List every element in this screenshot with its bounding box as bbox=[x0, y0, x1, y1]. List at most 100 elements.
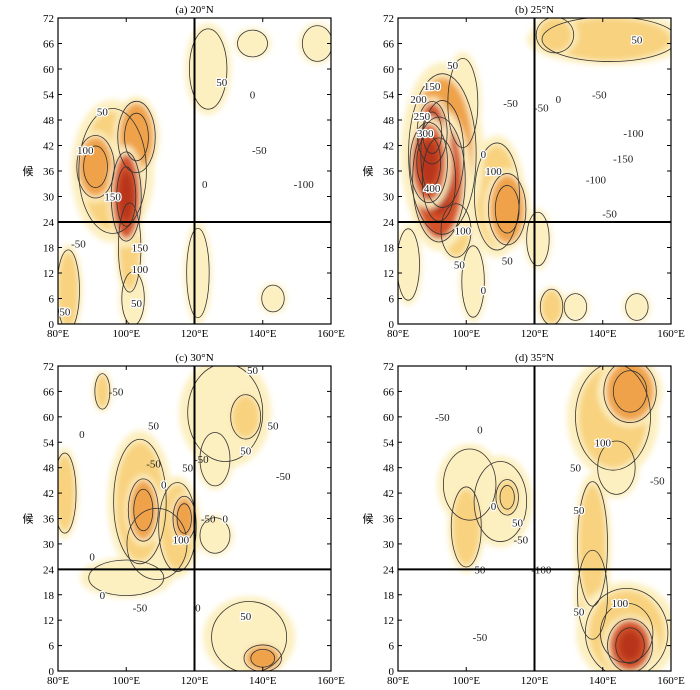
contour-label: 150 bbox=[424, 81, 441, 93]
contour-line bbox=[243, 644, 282, 671]
y-tick-label: 0 bbox=[49, 319, 55, 331]
contour-line bbox=[398, 228, 420, 301]
contour-line bbox=[261, 284, 285, 313]
y-tick-label: 42 bbox=[383, 488, 394, 500]
contour-line bbox=[442, 448, 497, 521]
contour-line bbox=[577, 481, 608, 607]
contour-label: -50 bbox=[650, 475, 665, 487]
contour-label: 50 bbox=[247, 365, 259, 377]
y-tick-label: 18 bbox=[383, 590, 395, 602]
y-tick-label: 12 bbox=[43, 615, 54, 627]
contour-line bbox=[416, 101, 448, 165]
anomaly-core bbox=[262, 285, 284, 312]
y-tick-label: 24 bbox=[43, 217, 55, 229]
x-tick-label: 80°E bbox=[387, 675, 409, 687]
contour-label: 0 bbox=[477, 425, 483, 437]
contour-line bbox=[176, 503, 192, 534]
y-tick-label: 60 bbox=[43, 412, 55, 424]
contour-line bbox=[158, 482, 197, 572]
x-tick-label: 100°E bbox=[452, 328, 480, 340]
contour-label: 50 bbox=[502, 255, 514, 267]
anomaly-core bbox=[548, 18, 671, 61]
y-tick-label: 66 bbox=[43, 386, 55, 398]
contour-line bbox=[615, 627, 645, 664]
y-tick-label: 30 bbox=[383, 539, 395, 551]
contour-label: 100 bbox=[485, 166, 502, 178]
anomaly-core bbox=[58, 251, 79, 324]
contour-label: 0 bbox=[79, 429, 85, 441]
anomaly-core bbox=[452, 488, 480, 566]
anomaly-core bbox=[95, 374, 110, 409]
y-tick-label: 6 bbox=[389, 641, 395, 653]
anomaly-core bbox=[398, 230, 419, 299]
contour-line bbox=[541, 18, 671, 62]
y-tick-label: 0 bbox=[389, 666, 395, 678]
y-tick-label: 36 bbox=[383, 514, 395, 526]
contour-label: 50 bbox=[216, 77, 228, 89]
anomaly-core bbox=[303, 26, 331, 61]
x-tick-label: 140°E bbox=[249, 675, 277, 687]
contour-label: 50 bbox=[447, 60, 459, 72]
contour-label: 100 bbox=[455, 226, 472, 238]
contour-label: 100 bbox=[132, 264, 149, 276]
anomaly-core bbox=[232, 395, 260, 439]
contour-line bbox=[126, 507, 188, 580]
x-tick-label: 140°E bbox=[249, 328, 277, 340]
contour-line bbox=[186, 227, 210, 319]
contour-line bbox=[187, 366, 264, 462]
contour-line bbox=[58, 452, 77, 534]
y-tick-label: 18 bbox=[43, 590, 55, 602]
contour-line bbox=[124, 112, 149, 162]
x-tick-label: 100°E bbox=[112, 328, 140, 340]
contour-label: 50 bbox=[512, 518, 524, 530]
contour-line bbox=[450, 486, 482, 568]
contour-label: -50 bbox=[109, 386, 124, 398]
contour-label: 100 bbox=[173, 535, 190, 547]
panel-title: (d) 35°N bbox=[515, 352, 554, 364]
contour-label: 50 bbox=[631, 34, 643, 46]
contour-line bbox=[121, 271, 145, 324]
contour-line bbox=[118, 202, 142, 293]
contour-line bbox=[301, 25, 331, 62]
y-tick-label: 36 bbox=[43, 514, 55, 526]
y-tick-label: 12 bbox=[43, 268, 54, 280]
contour-line bbox=[199, 517, 231, 554]
contour-label: 200 bbox=[410, 94, 427, 106]
anomaly-core bbox=[191, 30, 226, 108]
anomaly-core bbox=[537, 18, 573, 52]
contour-line bbox=[625, 293, 649, 321]
y-tick-label: 66 bbox=[383, 39, 395, 51]
y-tick-label: 6 bbox=[389, 294, 395, 306]
anomaly-peak bbox=[118, 171, 134, 222]
contour-line bbox=[612, 370, 648, 413]
contour-label: -50 bbox=[252, 145, 267, 157]
panel-4: (d) 35°N候-500050-5050-100-5010050-505050… bbox=[363, 352, 686, 687]
y-tick-label: 48 bbox=[383, 115, 395, 127]
x-tick-label: 160°E bbox=[657, 328, 685, 340]
contour-line bbox=[230, 394, 262, 440]
contour-line bbox=[408, 73, 477, 235]
contour-label: -100 bbox=[586, 175, 607, 187]
y-axis-label: 候 bbox=[23, 512, 34, 526]
contour-line bbox=[495, 479, 519, 516]
y-tick-label: 48 bbox=[43, 115, 55, 127]
contour-label: 50 bbox=[573, 607, 585, 619]
contour-line bbox=[526, 211, 550, 267]
contour-label: 0 bbox=[222, 514, 228, 526]
contour-label: 0 bbox=[481, 149, 487, 161]
y-tick-label: 6 bbox=[49, 294, 55, 306]
y-tick-label: 72 bbox=[383, 13, 394, 25]
y-tick-label: 30 bbox=[43, 192, 55, 204]
panel-title: (a) 20°N bbox=[175, 4, 213, 16]
x-tick-label: 120°E bbox=[181, 328, 209, 340]
contour-line bbox=[412, 116, 466, 243]
contour-label: -100 bbox=[623, 128, 644, 140]
contour-label: 0 bbox=[481, 285, 487, 297]
y-tick-label: 18 bbox=[43, 243, 55, 255]
contour-label: 100 bbox=[612, 598, 629, 610]
contour-label: 50 bbox=[240, 446, 252, 458]
contour-line bbox=[597, 440, 636, 495]
contour-label: 0 bbox=[250, 90, 256, 102]
